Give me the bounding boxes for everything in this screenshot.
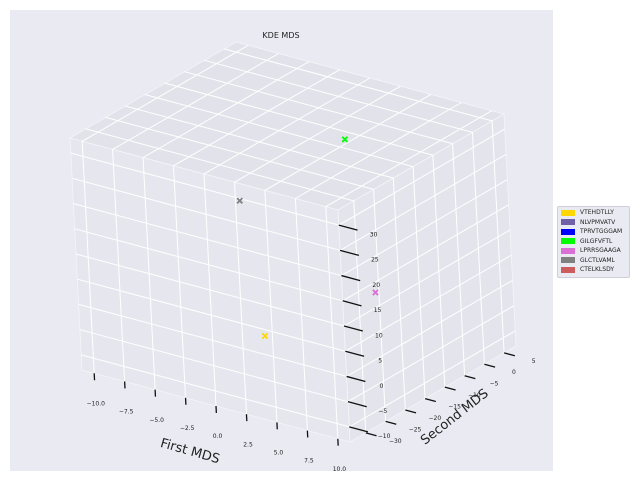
x-tick-label: −10.0 (87, 400, 106, 407)
x-tick-label: −2.5 (180, 425, 195, 432)
chart-legend: VTEHDTLLY NLVPMVATV TPRVTGGGAM GILGFVFTL LPR… (557, 206, 630, 278)
legend-label: NLVPMVATV (580, 219, 615, 226)
legend-item: CTELKLSDY (561, 265, 626, 275)
legend-label: TPRVTGGGAM (580, 228, 622, 235)
legend-swatch (561, 248, 575, 254)
y-tick-label: 10 (375, 332, 383, 339)
legend-item: GLCTLVAML (561, 256, 626, 266)
legend-swatch (561, 229, 575, 235)
x-tick-label: 2.5 (243, 441, 253, 448)
y-tick-label: 20 (372, 282, 380, 289)
legend-swatch (561, 219, 575, 225)
legend-item: LPRRSGAAGA (561, 246, 626, 256)
y-tick-label: 25 (371, 257, 379, 264)
legend-item: VTEHDTLLY (561, 208, 626, 218)
legend-swatch (561, 257, 575, 263)
legend-item: NLVPMVATV (561, 218, 626, 228)
legend-item: GILGFVFTL (561, 237, 626, 247)
legend-swatch (561, 210, 575, 216)
legend-label: CTELKLSDY (580, 266, 614, 273)
y-tick-label: −5 (378, 408, 387, 415)
chart-title: KDE MDS (262, 31, 299, 40)
z-tick-label: 5 (532, 358, 536, 365)
y-tick-label: 0 (380, 383, 384, 390)
x-tick-label: −5.0 (149, 417, 164, 424)
legend-swatch (561, 238, 575, 244)
z-tick-label: −30 (389, 438, 402, 445)
x-tick-label: 10.0 (333, 466, 347, 473)
legend-swatch (561, 267, 575, 273)
legend-item: TPRVTGGGAM (561, 227, 626, 237)
z-tick-label: −25 (409, 426, 422, 433)
x-tick-label: −7.5 (119, 409, 134, 416)
legend-label: LPRRSGAAGA (580, 247, 621, 254)
z-tick-label: 0 (512, 369, 516, 376)
y-tick-label: 30 (370, 231, 378, 238)
y-tick-label: 15 (374, 307, 382, 314)
y-tick-label: 5 (378, 358, 382, 365)
legend-label: GILGFVFTL (580, 238, 612, 245)
legend-label: VTEHDTLLY (580, 209, 614, 216)
x-tick-label: 0.0 (213, 433, 223, 440)
axis-panes (70, 42, 516, 442)
z-tick-label: −5 (490, 381, 499, 388)
x-tick-label: 7.5 (304, 458, 314, 465)
x-tick-label: 5.0 (274, 450, 284, 457)
legend-label: GLCTLVAML (580, 257, 615, 264)
